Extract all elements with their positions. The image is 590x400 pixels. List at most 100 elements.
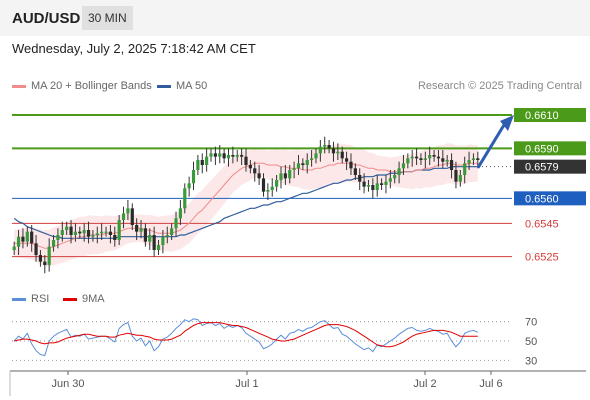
rsi-swatch [12,297,26,301]
candle-body [393,175,397,179]
candle-body [156,245,161,250]
candle-body [388,178,392,182]
candle-body [353,168,357,175]
candle-body [471,158,476,160]
candle-body [104,231,108,233]
candle-body [86,230,91,237]
candle-body [235,155,239,157]
candle-body [121,213,126,220]
candle-body [336,151,340,154]
candle-body [165,235,169,237]
x-tick-label: Jun 30 [51,378,84,390]
candle-body [362,181,366,187]
candle-body [327,145,331,149]
candle-body [38,255,43,262]
ma50-label: MA 50 [176,80,208,92]
candle-body [209,153,213,157]
candle-body [143,228,148,242]
rsi-tick-30: 30 [525,355,537,367]
candle-body [135,225,139,232]
level-label-0.6545: 0.6545 [525,218,559,230]
candle-body [253,168,257,174]
instrument-title: AUD/USD [12,10,81,27]
candle-body [117,220,121,240]
candle-body [82,230,86,234]
forecast-arrow-shaft [476,124,506,169]
candle-body [43,261,47,265]
ma50-swatch [157,84,171,88]
candle-body [248,165,252,169]
candle-body [21,236,25,242]
x-tick-label: Jul 1 [235,378,258,390]
legend-9ma: 9MA [63,293,105,305]
candle-body [191,170,196,184]
bollinger-band [14,143,478,267]
rsi-tick-50: 50 [525,336,537,348]
candle-body [379,183,384,185]
candle-body [305,160,309,165]
candle-body [301,163,305,165]
candle-body [34,243,38,255]
candle-body [406,158,410,164]
candle-body [340,151,344,159]
candle-body [152,235,156,250]
level-label-0.6590: 0.6590 [525,143,559,155]
candle-body [397,168,401,175]
candle-body [314,153,318,159]
candle-body [65,226,69,230]
ma9-label: 9MA [82,293,105,305]
rsi-ma9-line [14,322,478,348]
candle-body [292,168,296,170]
candle-body [30,231,34,244]
rsi-tick-70: 70 [525,317,537,329]
candle-body [296,163,301,169]
candle-body [100,231,104,234]
candle-body [174,218,178,229]
candle-body [310,158,314,160]
level-badge-0.6610 [514,108,586,122]
candle-body [458,175,462,182]
rsi-label: RSI [31,293,50,305]
candle-body [130,208,134,225]
current-price-badge [514,159,586,174]
candle-body [266,190,270,192]
ma20-swatch [12,84,26,88]
candle-body [423,158,427,160]
candle-body [344,158,349,162]
candle-body [47,246,51,265]
candle-body [323,145,327,147]
timeframe-button[interactable]: 30 MIN [82,6,133,30]
candle-body [91,235,95,237]
current-price-label: 0.6579 [525,162,559,174]
candle-body [200,160,204,165]
candle-body [95,233,99,235]
candle-body [56,235,60,240]
legend-ma50: MA 50 [157,80,207,92]
candle-body [371,185,375,190]
candle-body [463,163,467,175]
level-badge-0.6560 [514,191,586,206]
candle-body [454,170,458,182]
candle-body [51,240,56,247]
candle-body [261,178,266,192]
candle-body [279,173,283,180]
candle-body [349,161,353,169]
candle-body [288,170,292,179]
x-tick-label: Jul 2 [413,378,436,390]
header-bar: AUD/USD 30 MIN [0,0,590,36]
candle-body [78,231,82,234]
candle-body [161,236,165,245]
candle-body [183,188,187,209]
candle-body [231,155,235,157]
candle-body [366,185,371,187]
level-label-0.6560: 0.6560 [525,193,559,205]
candle-body [358,175,362,182]
candle-body [331,148,336,154]
candle-body [108,231,113,235]
rsi-line [13,318,478,357]
level-badge-0.6590 [514,141,586,156]
legend-ma20: MA 20 + Bollinger Bands [12,80,152,92]
candle-body [428,155,432,159]
candle-body [126,208,130,214]
